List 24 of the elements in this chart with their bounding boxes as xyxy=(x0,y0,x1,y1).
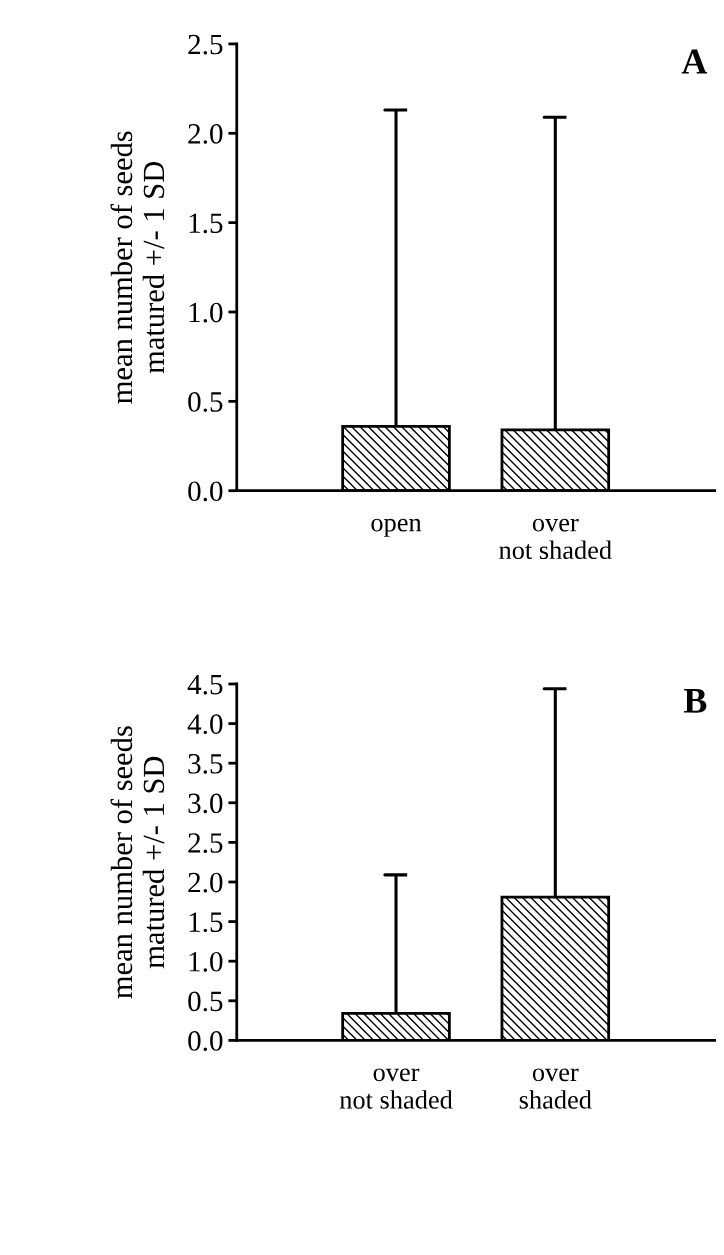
y-tick-label: 2.5 xyxy=(188,34,223,55)
y-tick-label: 3.5 xyxy=(188,753,223,774)
x-tick-label: over not shaded xyxy=(339,1068,453,1109)
annotation: B xyxy=(683,688,707,713)
annotation: A xyxy=(681,49,708,74)
y-tick-label: 2.0 xyxy=(188,124,223,144)
y-tick-label: 0.5 xyxy=(188,991,223,1012)
x-tick-label: open xyxy=(371,518,422,537)
y-axis-title: mean number of seeds matured +/- 1 SD xyxy=(110,131,165,404)
x-tick-label: over shaded xyxy=(519,1068,592,1109)
y-tick-label: 1.0 xyxy=(189,951,223,972)
y-tick-label: 0.5 xyxy=(188,392,223,412)
y-tick-label: 2.0 xyxy=(188,872,223,893)
y-tick-label: 3.0 xyxy=(188,793,223,814)
y-axis-title: mean number of seeds matured +/- 1 SD xyxy=(110,726,165,999)
y-tick-label: 2.5 xyxy=(188,833,223,853)
y-tick-label: 1.5 xyxy=(189,912,223,933)
y-tick-label: 0.0 xyxy=(188,481,223,502)
y-tick-label: 1.0 xyxy=(189,302,223,323)
y-tick-label: 4.5 xyxy=(187,674,223,695)
x-tick-label: over not shaded xyxy=(499,518,612,560)
y-tick-label: 1.5 xyxy=(189,213,223,234)
y-tick-label: 0.0 xyxy=(188,1031,223,1051)
y-tick-label: 4.0 xyxy=(187,714,223,735)
